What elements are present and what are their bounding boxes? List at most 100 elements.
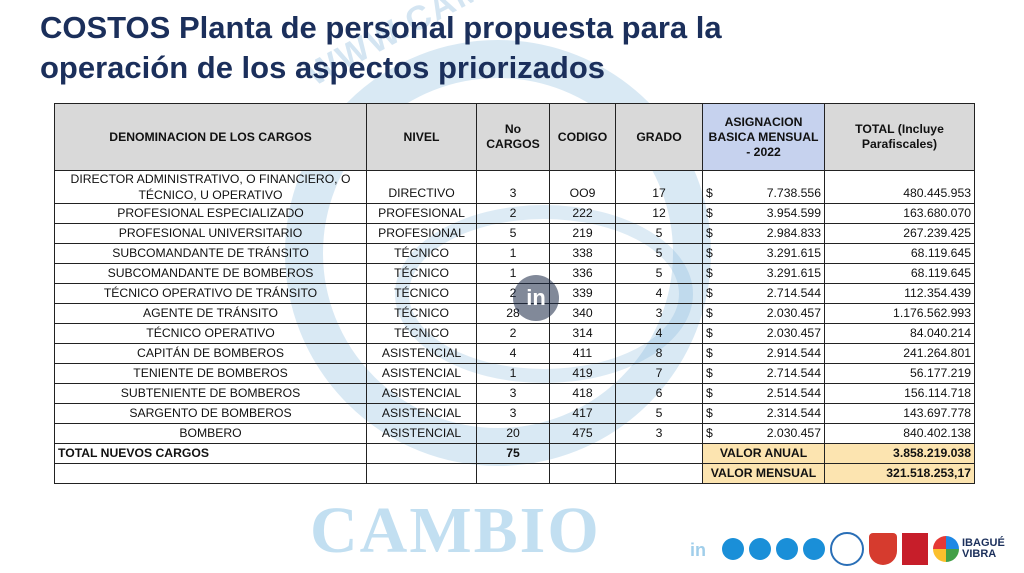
asignacion-cell: $3.291.615 [702,263,825,284]
currency-symbol: $ [706,386,713,400]
no-cargos-cell: 3 [476,383,550,404]
ibague-mark-icon [933,536,959,562]
currency-symbol: $ [706,406,713,420]
codigo-cell: 222 [549,203,616,224]
total-empty-grado [615,443,703,464]
asignacion-value: 2.030.457 [766,306,821,320]
currency-symbol: $ [706,306,713,320]
grado-cell: 12 [615,203,703,224]
nivel-cell: TÉCNICO [366,303,477,324]
asignacion-value: 2.914.544 [766,346,821,360]
asignacion-cell: $2.514.544 [702,383,825,404]
table-row: DIRECTOR ADMINISTRATIVO, O FINANCIERO, O… [54,170,975,204]
mensual-empty-1 [54,463,367,484]
cargo-cell: SUBCOMANDANTE DE TRÁNSITO [54,243,367,264]
asignacion-cell: $7.738.556 [702,170,825,204]
asignacion-cell: $2.714.544 [702,283,825,304]
codigo-cell: 339 [549,283,616,304]
currency-symbol: $ [706,266,713,280]
header-grado: GRADO [615,103,703,171]
nivel-cell: TÉCNICO [366,263,477,284]
cargo-cell: TÉCNICO OPERATIVO [54,323,367,344]
asignacion-value: 3.291.615 [766,246,821,260]
music-capital-logo-icon [902,533,928,565]
valor-mensual-label: VALOR MENSUAL [702,463,825,484]
asignacion-value: 2.314.544 [766,406,821,420]
grado-cell: 5 [615,223,703,244]
no-cargos-cell: 1 [476,363,550,384]
no-cargos-cell: 2 [476,203,550,224]
costos-table: DENOMINACION DE LOS CARGOS NIVEL No CARG… [54,103,975,484]
cargo-cell: PROFESIONAL UNIVERSITARIO [54,223,367,244]
valor-mensual: 321.518.253,17 [824,463,975,484]
asignacion-value: 7.738.556 [766,186,821,200]
cargo-cell: AGENTE DE TRÁNSITO [54,303,367,324]
mensual-row: VALOR MENSUAL 321.518.253,17 [54,463,975,484]
nivel-cell: ASISTENCIAL [366,403,477,424]
table-row: TENIENTE DE BOMBEROS ASISTENCIAL 1 419 7 $2.7… [54,363,975,384]
currency-symbol: $ [706,226,713,240]
cargo-cell: BOMBERO [54,423,367,444]
nivel-cell: ASISTENCIAL [366,343,477,364]
grado-cell: 5 [615,263,703,284]
asignacion-value: 2.030.457 [766,426,821,440]
grado-cell: 3 [615,423,703,444]
no-cargos-cell: 2 [476,323,550,344]
watermark-brand: CAMBIO [310,494,601,567]
table-row: CAPITÁN DE BOMBEROS ASISTENCIAL 4 411 8 $2.91… [54,343,975,364]
total-cell: 1.176.562.993 [824,303,975,324]
table-row: SUBTENIENTE DE BOMBEROS ASISTENCIAL 3 418 6 $… [54,383,975,404]
currency-symbol: $ [706,246,713,260]
table-row: SARGENTO DE BOMBEROS ASISTENCIAL 3 417 5 $2.3… [54,403,975,424]
grado-cell: 6 [615,383,703,404]
total-label: TOTAL NUEVOS CARGOS [54,443,367,464]
table-row: TÉCNICO OPERATIVO DE TRÁNSITOTÉCNICO2339… [54,283,975,304]
asignacion-value: 3.291.615 [766,266,821,280]
codigo-cell: 340 [549,303,616,324]
table-row: PROFESIONAL UNIVERSITARIO PROFESIONAL 5 219… [54,223,975,244]
grado-cell: 4 [615,283,703,304]
asignacion-value: 2.714.544 [766,286,821,300]
no-cargos-cell: 3 [476,170,550,204]
header-codigo: CODIGO [549,103,616,171]
no-cargos-cell: 20 [476,423,550,444]
mensual-empty-5 [615,463,703,484]
codigo-cell: 219 [549,223,616,244]
ibague-line-2: VIBRA [962,548,997,560]
asignacion-value: 2.514.544 [766,386,821,400]
grado-cell: 5 [615,243,703,264]
asignacion-cell: $2.984.833 [702,223,825,244]
total-cell: 840.402.138 [824,423,975,444]
codigo-cell: 417 [549,403,616,424]
codigo-cell: 418 [549,383,616,404]
total-cell: 68.119.645 [824,243,975,264]
codigo-cell: 419 [549,363,616,384]
certification-logo-icon [803,538,825,560]
codigo-cell: 336 [549,263,616,284]
grado-cell: 17 [615,170,703,204]
nivel-cell: DIRECTIVO [366,170,477,204]
watermark-in-icon: in [513,275,559,321]
currency-symbol: $ [706,366,713,380]
cargo-cell: PROFESIONAL ESPECIALIZADO [54,203,367,224]
currency-symbol: $ [706,206,713,220]
watermark-in-small: in [690,540,706,560]
header-total: TOTAL (Incluye Parafiscales) [824,103,975,171]
asignacion-value: 2.030.457 [766,326,821,340]
codigo-cell: OO9 [549,170,616,204]
nivel-cell: ASISTENCIAL [366,423,477,444]
codigo-cell: 338 [549,243,616,264]
currency-symbol: $ [706,286,713,300]
page-title: COSTOS Planta de personal propuesta para… [40,8,840,88]
total-cell: 480.445.953 [824,170,975,204]
codigo-cell: 411 [549,343,616,364]
certification-logo-icon [722,538,744,560]
nivel-cell: TÉCNICO [366,283,477,304]
nivel-cell: PROFESIONAL [366,203,477,224]
city-shield-icon [869,533,897,565]
table-row: PROFESIONAL ESPECIALIZADO PROFESIONAL 2 222… [54,203,975,224]
no-cargos-cell: 3 [476,403,550,424]
mensual-empty-4 [549,463,616,484]
asignacion-value: 2.984.833 [766,226,821,240]
cargo-cell: SUBCOMANDANTE DE BOMBEROS [54,263,367,284]
